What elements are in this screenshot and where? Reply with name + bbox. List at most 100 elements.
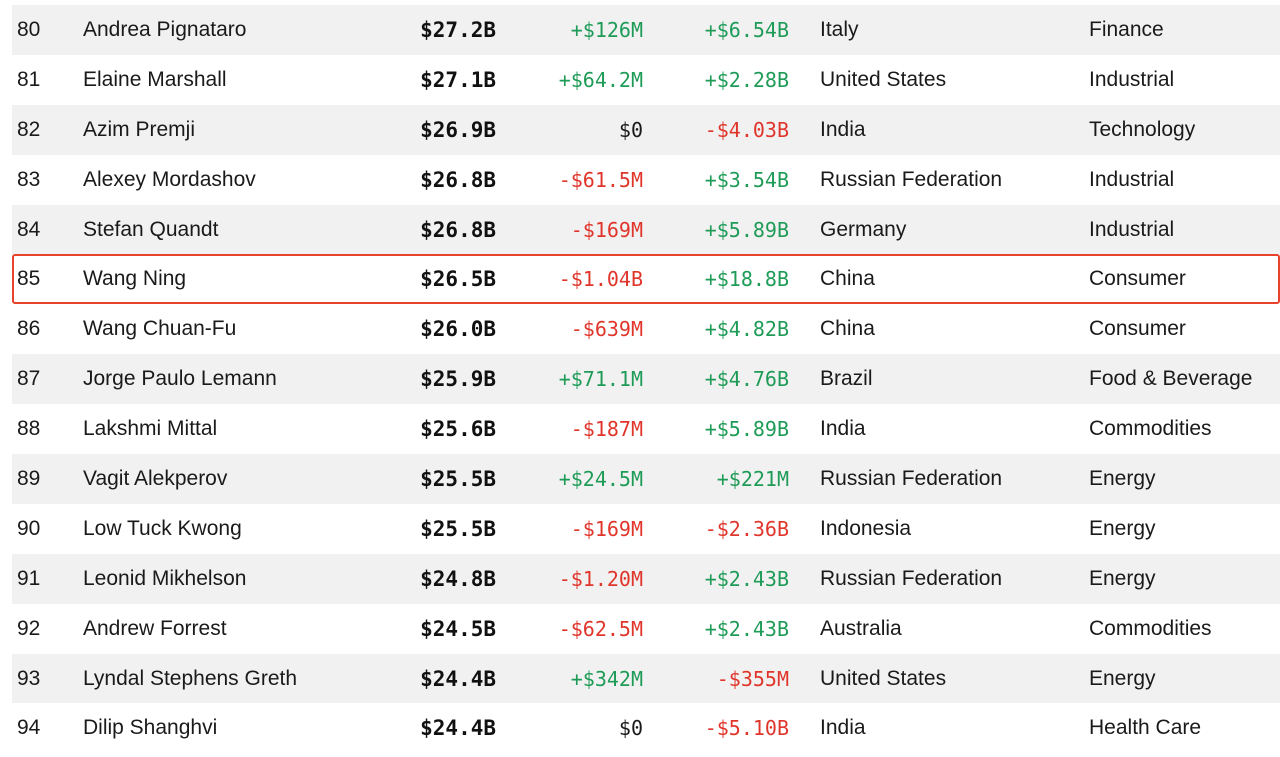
name-cell[interactable]: Lakshmi Mittal <box>83 417 218 441</box>
last-change-cell: -$61.5M <box>558 167 643 192</box>
name-cell[interactable]: Wang Chuan-Fu <box>83 317 237 341</box>
name-cell[interactable]: Elaine Marshall <box>83 67 227 91</box>
industry-cell: Energy <box>1089 666 1156 690</box>
table-row[interactable]: 93 Lyndal Stephens Greth $24.4B +$342M -… <box>12 653 1280 704</box>
net-worth-cell: $26.5B <box>420 267 496 292</box>
rank-cell: 90 <box>17 516 41 540</box>
net-worth-cell: $26.8B <box>420 217 496 242</box>
ytd-change-cell: +$5.89B <box>704 417 789 442</box>
country-cell: India <box>820 716 866 740</box>
ytd-change-cell: +$221M <box>716 466 789 491</box>
industry-cell: Energy <box>1089 566 1156 590</box>
rank-cell: 92 <box>17 616 41 640</box>
table-row[interactable]: 94 Dilip Shanghvi $24.4B $0 -$5.10B Indi… <box>12 703 1280 753</box>
last-change-cell: +$24.5M <box>558 466 643 491</box>
net-worth-cell: $27.1B <box>420 67 496 92</box>
ytd-change-cell: +$2.43B <box>704 566 789 591</box>
name-cell[interactable]: Andrew Forrest <box>83 616 227 640</box>
table-row[interactable]: 87 Jorge Paulo Lemann $25.9B +$71.1M +$4… <box>12 354 1280 405</box>
table-row[interactable]: 83 Alexey Mordashov $26.8B -$61.5M +$3.5… <box>12 155 1280 205</box>
table-row[interactable]: 81 Elaine Marshall $27.1B +$64.2M +$2.28… <box>12 55 1280 105</box>
rank-cell: 84 <box>17 217 41 241</box>
industry-cell: Commodities <box>1089 417 1212 441</box>
last-change-cell: -$639M <box>570 317 643 342</box>
industry-cell: Food & Beverage <box>1089 367 1253 391</box>
name-cell[interactable]: Jorge Paulo Lemann <box>83 367 277 391</box>
name-cell[interactable]: Azim Premji <box>83 117 196 141</box>
rank-cell: 91 <box>17 566 41 590</box>
name-cell[interactable]: Wang Ning <box>83 267 187 291</box>
ytd-change-cell: -$4.03B <box>704 117 789 142</box>
rank-cell: 81 <box>17 67 41 91</box>
net-worth-cell: $25.9B <box>420 367 496 392</box>
country-cell: Russian Federation <box>820 566 1003 590</box>
net-worth-cell: $24.5B <box>420 616 496 641</box>
name-cell[interactable]: Andrea Pignataro <box>83 17 247 41</box>
rank-cell: 82 <box>17 117 41 141</box>
net-worth-cell: $25.5B <box>420 466 496 491</box>
ytd-change-cell: +$4.76B <box>704 367 789 392</box>
rank-cell: 93 <box>17 666 41 690</box>
net-worth-cell: $25.5B <box>420 516 496 541</box>
ytd-change-cell: +$3.54B <box>704 167 789 192</box>
country-cell: Indonesia <box>820 516 912 540</box>
country-cell: United States <box>820 666 947 690</box>
name-cell[interactable]: Alexey Mordashov <box>83 167 256 191</box>
table-row[interactable]: 92 Andrew Forrest $24.5B -$62.5M +$2.43B… <box>12 604 1280 654</box>
table-row[interactable]: 80 Andrea Pignataro $27.2B +$126M +$6.54… <box>12 5 1280 55</box>
name-cell[interactable]: Stefan Quandt <box>83 217 219 241</box>
last-change-cell: +$342M <box>570 666 643 691</box>
ytd-change-cell: +$2.43B <box>704 616 789 641</box>
net-worth-cell: $24.4B <box>420 716 496 741</box>
net-worth-cell: $26.9B <box>420 117 496 142</box>
table-row[interactable]: 88 Lakshmi Mittal $25.6B -$187M +$5.89B … <box>12 404 1280 454</box>
table-row[interactable]: 86 Wang Chuan-Fu $26.0B -$639M +$4.82B C… <box>12 304 1280 354</box>
table-row[interactable]: 82 Azim Premji $26.9B $0 -$4.03B India T… <box>12 104 1280 155</box>
table-row[interactable]: 91 Leonid Mikhelson $24.8B -$1.20M +$2.4… <box>12 553 1280 604</box>
name-cell[interactable]: Low Tuck Kwong <box>83 516 242 540</box>
name-cell[interactable]: Leonid Mikhelson <box>83 566 247 590</box>
rank-cell: 83 <box>17 167 41 191</box>
last-change-cell: $0 <box>618 716 643 741</box>
net-worth-cell: $24.8B <box>420 566 496 591</box>
country-cell: India <box>820 117 866 141</box>
industry-cell: Energy <box>1089 466 1156 490</box>
ytd-change-cell: +$18.8B <box>704 267 789 292</box>
industry-cell: Industrial <box>1089 167 1175 191</box>
ytd-change-cell: +$2.28B <box>704 67 789 92</box>
last-change-cell: -$187M <box>570 417 643 442</box>
last-change-cell: -$169M <box>570 516 643 541</box>
country-cell: Germany <box>820 217 907 241</box>
rank-cell: 89 <box>17 466 41 490</box>
industry-cell: Consumer <box>1089 267 1186 291</box>
last-change-cell: -$169M <box>570 217 643 242</box>
ytd-change-cell: -$355M <box>716 666 789 691</box>
last-change-cell: -$1.20M <box>558 566 643 591</box>
country-cell: China <box>820 267 875 291</box>
rank-cell: 88 <box>17 417 41 441</box>
country-cell: Russian Federation <box>820 466 1003 490</box>
rank-cell: 85 <box>17 267 41 291</box>
last-change-cell: $0 <box>618 117 643 142</box>
name-cell[interactable]: Vagit Alekperov <box>83 466 228 490</box>
industry-cell: Energy <box>1089 516 1156 540</box>
last-change-cell: +$126M <box>570 17 643 42</box>
table-row[interactable]: 84 Stefan Quandt $26.8B -$169M +$5.89B G… <box>12 204 1280 255</box>
net-worth-cell: $26.8B <box>420 167 496 192</box>
rank-cell: 86 <box>17 317 41 341</box>
industry-cell: Industrial <box>1089 67 1175 91</box>
billionaires-table: 80 Andrea Pignataro $27.2B +$126M +$6.54… <box>12 5 1280 753</box>
name-cell[interactable]: Dilip Shanghvi <box>83 716 218 740</box>
rank-cell: 87 <box>17 367 41 391</box>
ytd-change-cell: +$4.82B <box>704 317 789 342</box>
table-row-highlighted[interactable]: 85 Wang Ning $26.5B -$1.04B +$18.8B Chin… <box>12 254 1280 305</box>
country-cell: India <box>820 417 866 441</box>
name-cell[interactable]: Lyndal Stephens Greth <box>83 666 298 690</box>
industry-cell: Commodities <box>1089 616 1212 640</box>
industry-cell: Health Care <box>1089 716 1202 740</box>
rank-cell: 80 <box>17 17 41 41</box>
table-row[interactable]: 90 Low Tuck Kwong $25.5B -$169M -$2.36B … <box>12 504 1280 554</box>
table-row[interactable]: 89 Vagit Alekperov $25.5B +$24.5M +$221M… <box>12 454 1280 504</box>
ytd-change-cell: +$6.54B <box>704 17 789 42</box>
